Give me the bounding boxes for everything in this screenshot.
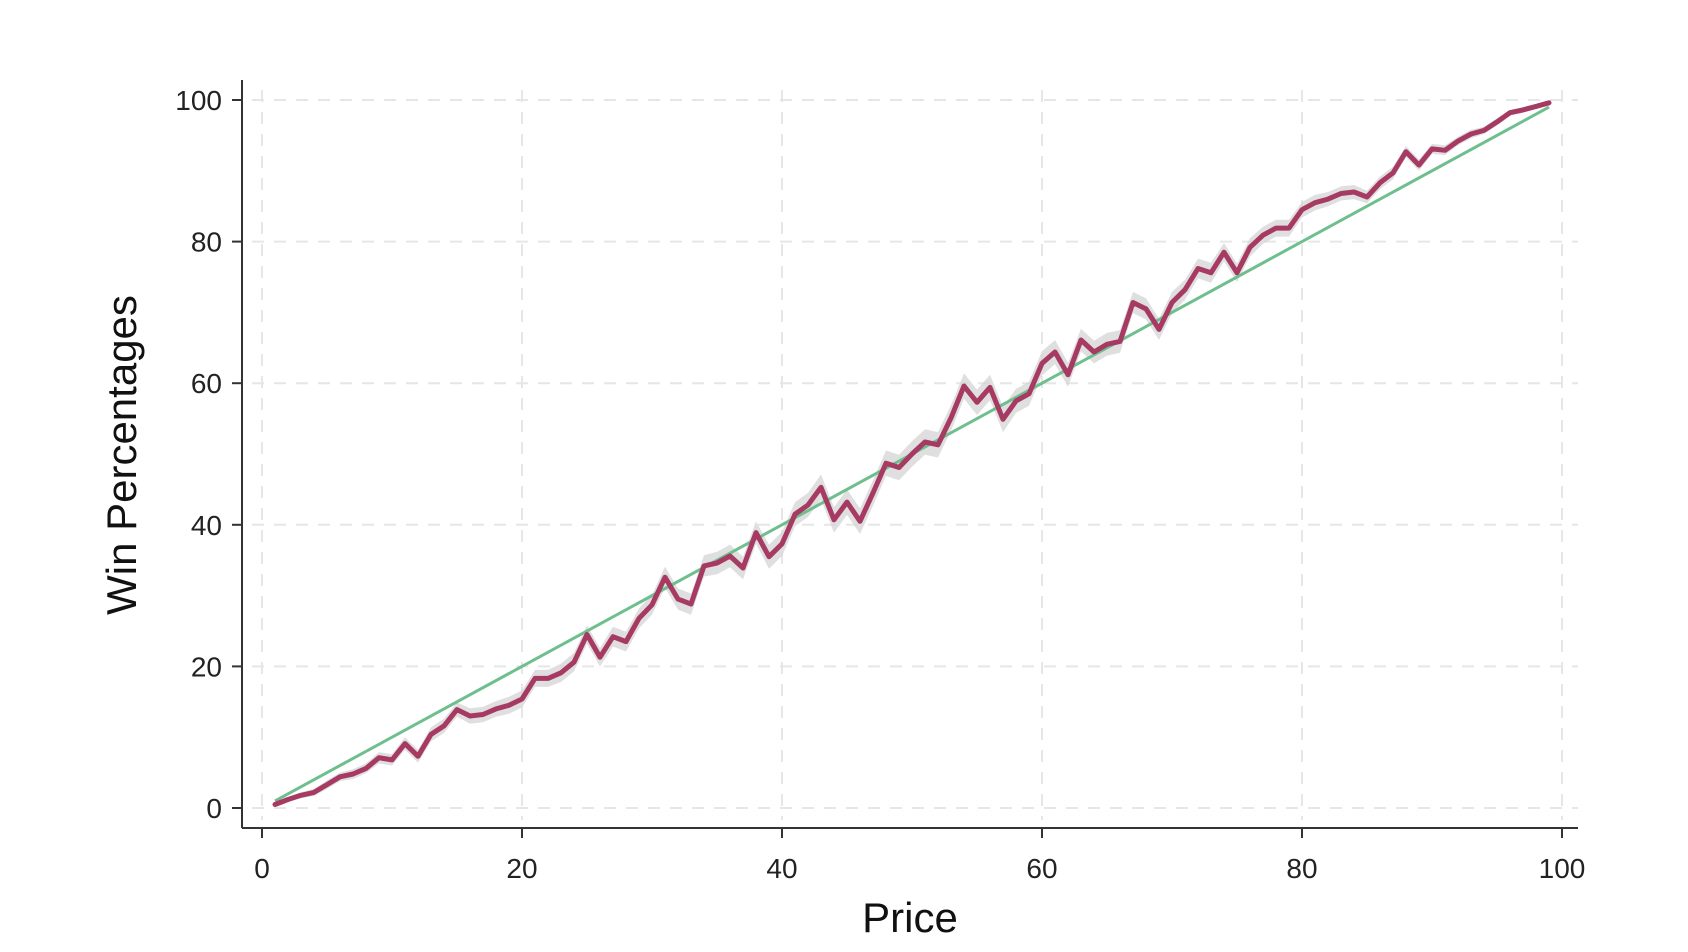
x-tick-label: 80	[1286, 853, 1317, 884]
y-tick-label: 80	[191, 227, 222, 258]
x-tick-label: 40	[766, 853, 797, 884]
x-tick-label: 0	[254, 853, 270, 884]
y-axis-title: Win Percentages	[98, 295, 145, 615]
x-axis-title: Price	[862, 894, 958, 941]
y-tick-label: 20	[191, 651, 222, 682]
y-tick-label: 100	[175, 85, 222, 116]
axes	[241, 80, 1578, 829]
y-tick-label: 0	[206, 793, 222, 824]
series-layer	[272, 100, 1552, 807]
x-tick-label: 60	[1026, 853, 1057, 884]
y-tick-label: 40	[191, 510, 222, 541]
grid	[252, 90, 1578, 820]
y-tick-label: 60	[191, 368, 222, 399]
x-tick-label: 20	[506, 853, 537, 884]
series-line	[272, 100, 1552, 807]
ticks: 0 20 40 60 80 100 0 20 40 60 80 100	[175, 85, 1585, 884]
x-tick-label: 100	[1539, 853, 1586, 884]
